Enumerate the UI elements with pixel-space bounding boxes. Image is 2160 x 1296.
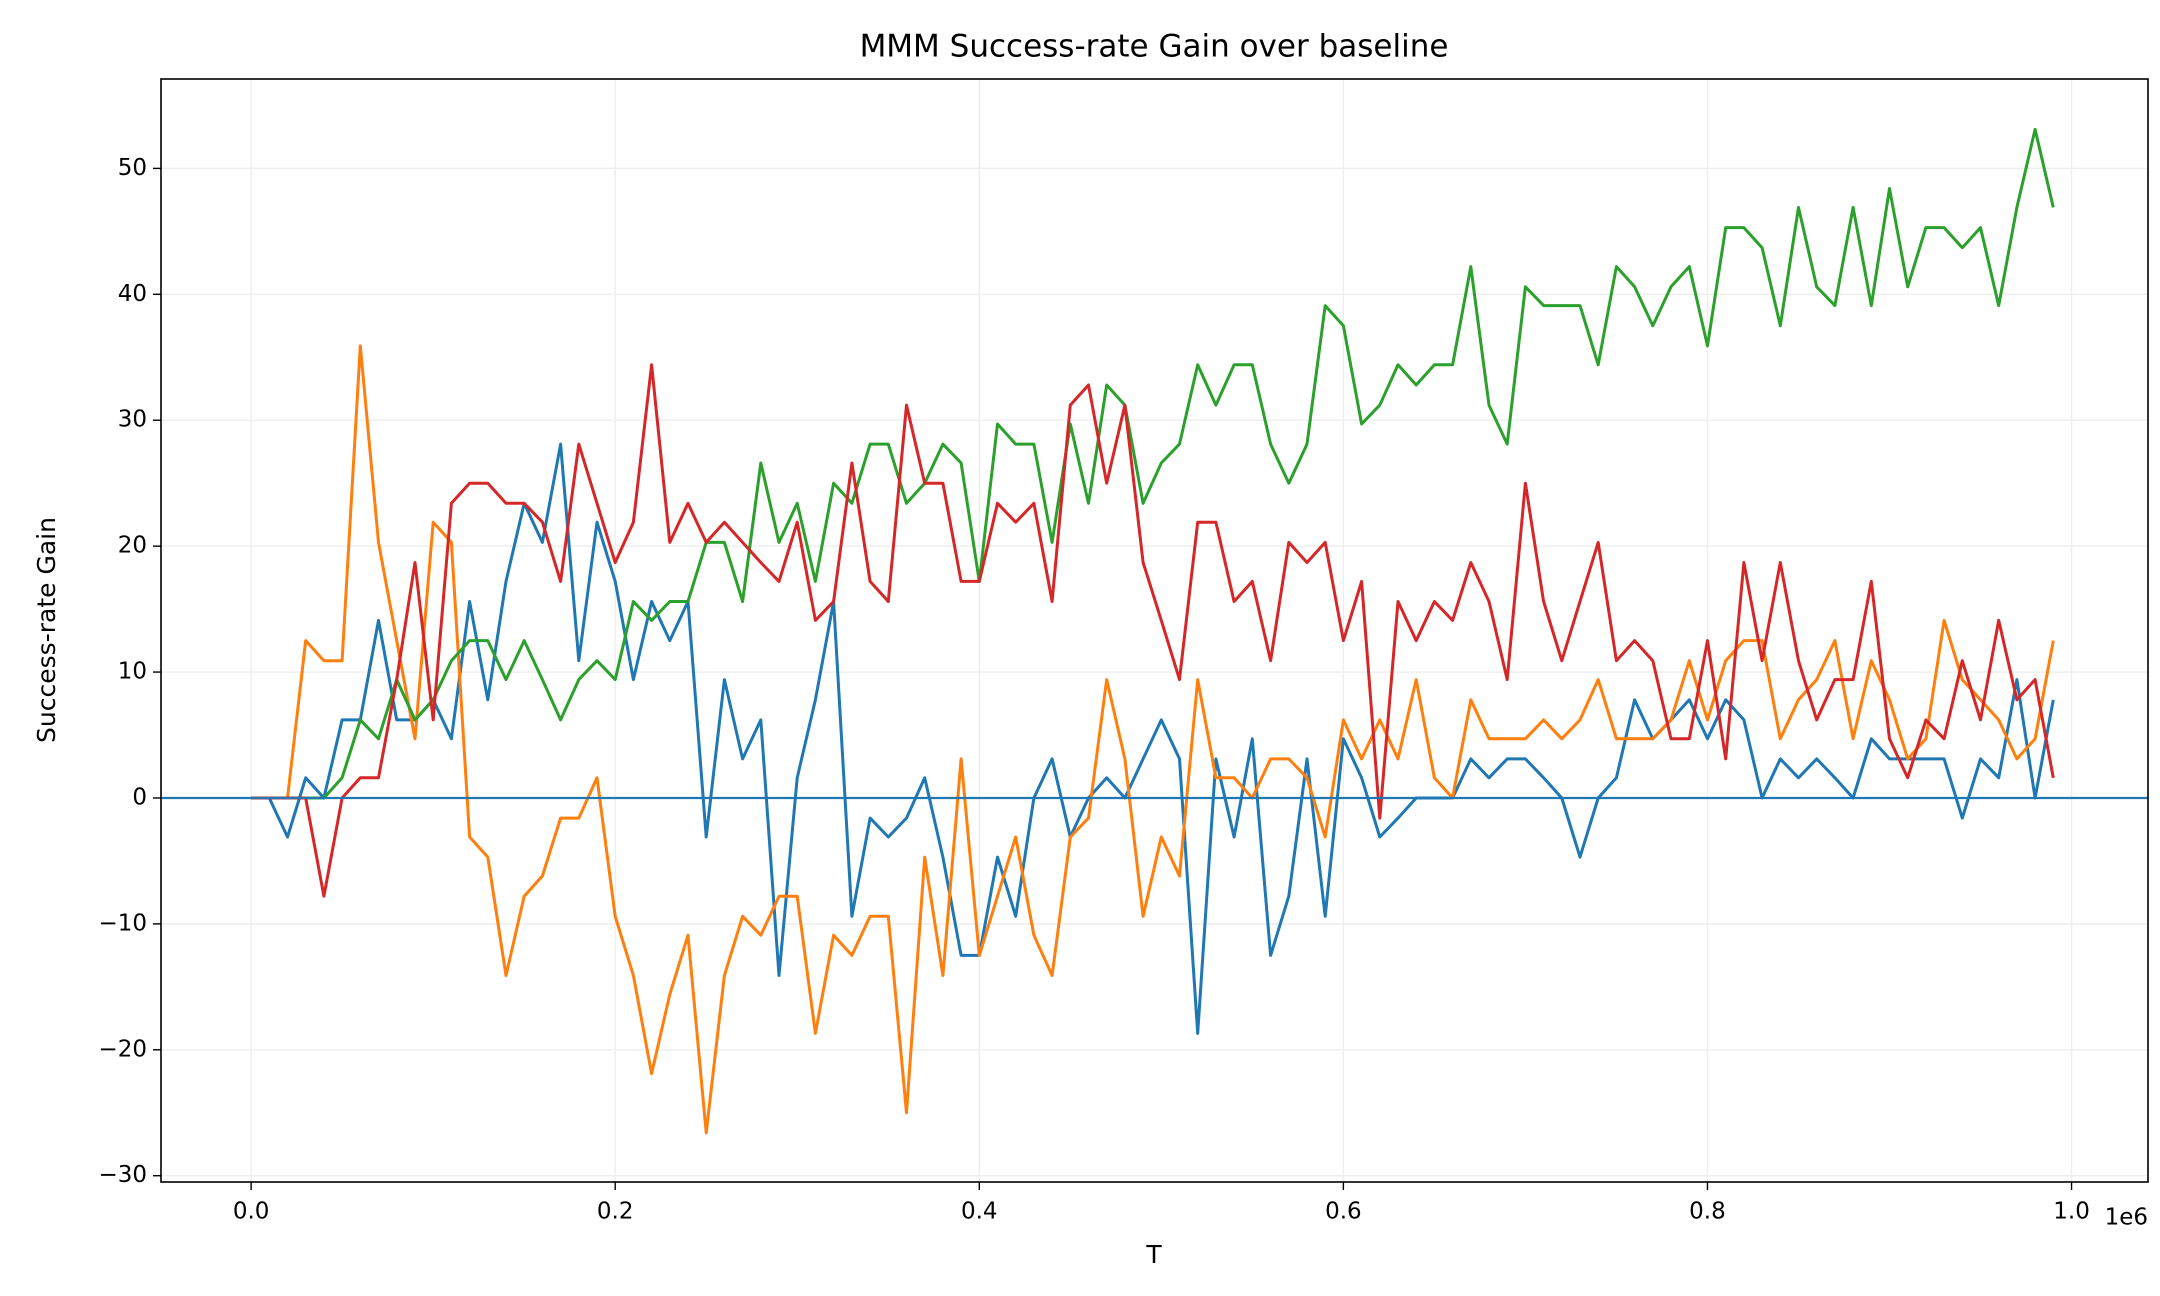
y-tick-label: 10 <box>118 659 147 685</box>
y-tick-label: −30 <box>98 1162 147 1188</box>
x-tick-label: 0.0 <box>233 1199 270 1225</box>
x-axis-label: T <box>1145 1240 1162 1269</box>
series-line <box>251 127 2055 800</box>
series-line <box>251 363 2055 898</box>
y-tick-label: 50 <box>118 155 147 181</box>
y-tick-label: −20 <box>98 1036 147 1062</box>
chart-title: MMM Success-rate Gain over baseline <box>860 29 1449 65</box>
y-tick-label: 20 <box>118 533 147 559</box>
y-tick-label: 40 <box>118 281 147 307</box>
x-tick-label: 1.0 <box>2053 1199 2090 1225</box>
series-line <box>251 344 2055 1135</box>
x-offset-label: 1e6 <box>2105 1205 2148 1231</box>
x-tick-label: 0.8 <box>1689 1199 1726 1225</box>
y-axis-label: Success-rate Gain <box>32 517 61 743</box>
y-tick-label: 0 <box>132 784 147 810</box>
series-line <box>251 442 2055 1035</box>
x-tick-label: 0.2 <box>597 1199 634 1225</box>
x-tick-label: 0.6 <box>1325 1199 1362 1225</box>
y-tick-label: −10 <box>98 910 147 936</box>
x-tick-label: 0.4 <box>961 1199 998 1225</box>
y-tick-label: 30 <box>118 407 147 433</box>
plot-frame <box>160 78 2149 1183</box>
